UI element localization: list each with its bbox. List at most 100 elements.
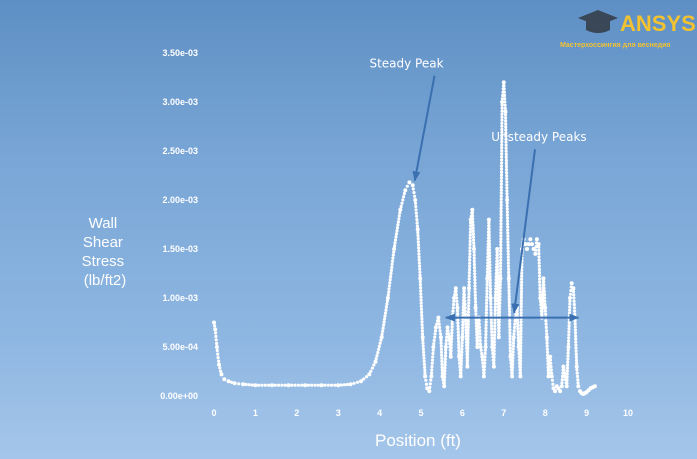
curve-dot [396,220,400,224]
curve-dot [500,130,504,134]
curve-dot [507,285,511,289]
curve-dot [503,100,507,104]
curve-dot [566,342,571,346]
curve-dot [443,363,447,367]
curve-dot [565,369,570,373]
curve-dot [490,336,494,340]
curve-dot [395,226,399,230]
curve-dot [485,298,489,302]
curve-dot [440,356,444,360]
curve-dot [490,327,494,331]
curve-dot [492,349,496,353]
curve-dot [500,158,504,162]
curve-dot [451,309,455,313]
curve-dot [213,324,217,328]
curve-dot [545,338,549,342]
curve-dot [500,118,504,122]
curve-dot [460,341,464,345]
curve-dot [484,339,488,343]
curve-dot [466,334,470,338]
curve-dot [542,293,547,297]
curve-dot [508,343,512,347]
data-point [213,327,218,332]
curve-dot [466,343,470,348]
curve-dot [510,368,514,372]
curve-dot [466,322,470,326]
curve-dot [468,239,472,243]
curve-dot [418,264,422,268]
curve-dot [542,289,546,294]
curve-dot [474,312,478,316]
curve-dot [452,302,456,307]
curve-dot [433,335,437,339]
data-point [217,362,221,367]
curve-dot [538,286,542,291]
curve-dot [497,326,501,330]
data-point [452,296,457,300]
curve-dot [483,351,487,356]
curve-dot [267,383,271,387]
data-point [503,109,508,114]
curve-dot [499,170,504,174]
curve-dot [566,360,570,364]
curve-dot [342,383,346,387]
curve-dot [520,280,524,284]
curve-dot [499,255,503,259]
curve-dot [542,286,546,290]
curve-dot [244,382,248,387]
data-point [436,315,441,320]
curve-dot [490,339,494,343]
curve-dot [499,222,503,226]
curve-dot [468,255,472,259]
curve-dot [508,328,512,332]
curve-dot [518,371,523,375]
curve-dot [499,228,503,232]
x-tick-label: 9 [584,408,589,418]
curve-dot [498,289,502,293]
curve-dot [573,328,578,332]
curve-dot [430,371,434,375]
curve-dot [506,219,510,223]
curve-dot [500,106,504,110]
curve-dot [467,280,471,284]
curve-dot [402,191,406,196]
curve-dot [497,323,501,327]
curve-dot [459,371,463,375]
curve-dot [502,90,506,94]
curve-dot [499,203,503,207]
curve-dot [419,298,423,302]
curve-dot [440,368,444,372]
curve-dot [475,342,480,346]
curve-dot [473,296,477,301]
curve-dot [457,349,461,353]
curve-dot [381,326,385,330]
curve-dot [496,268,500,272]
data-point [448,354,453,359]
curve-dot [470,211,475,215]
data-point [506,276,511,281]
curve-dot [444,348,448,352]
data-point [385,296,390,300]
curve-dot [504,155,508,159]
curve-dot [415,218,419,222]
data-point [493,296,498,300]
curve-dot [468,227,473,231]
curve-dot [473,287,477,291]
curve-dot [472,250,476,254]
curve-dot [487,239,491,243]
curve-dot [566,348,570,352]
curve-dot [493,318,497,322]
curve-dot [339,383,343,387]
curve-dot [379,338,383,342]
curve-dot [544,319,548,323]
curve-dot [489,324,494,328]
curve-dot [472,266,477,270]
curve-dot [506,261,510,265]
curve-dot [484,320,488,324]
curve-dot [382,323,386,327]
data-point [303,383,308,388]
curve-dot [450,322,454,326]
curve-dot [455,309,460,313]
curve-dot [504,125,508,129]
curve-dot [421,341,425,345]
